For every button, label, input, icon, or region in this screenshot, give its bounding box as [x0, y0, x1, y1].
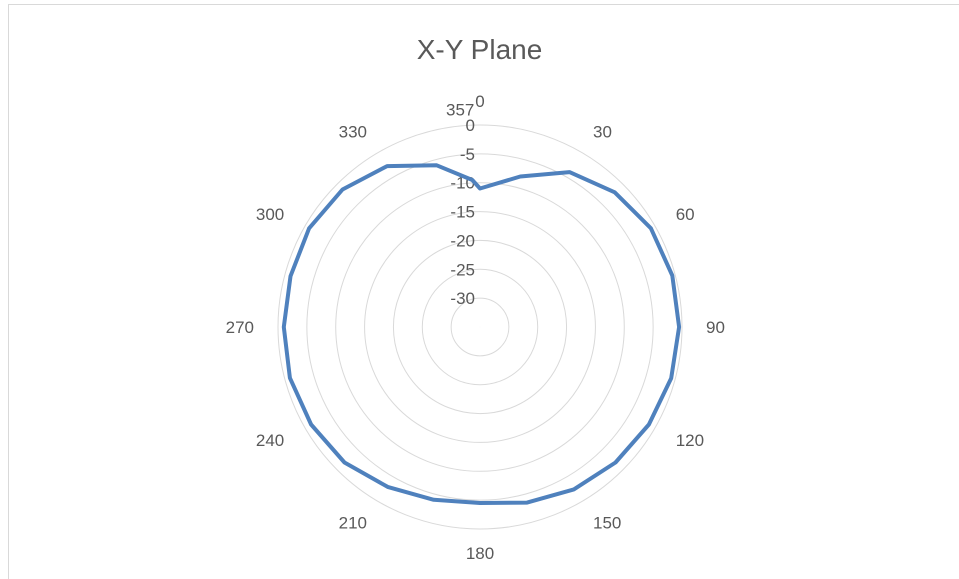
angle-tick-label: 30 — [593, 122, 612, 141]
grid-spoke-10 — [305, 226, 455, 313]
series-line-0 — [281, 163, 682, 505]
grid-spoke-5 — [494, 352, 581, 502]
angle-tick-label: 270 — [226, 318, 254, 337]
grid-rings — [277, 124, 683, 530]
angle-tick-label: 357 — [446, 100, 474, 119]
radial-tick-label: 0 — [466, 116, 475, 135]
angle-tick-label: 90 — [706, 318, 725, 337]
grid-ring-5 — [421, 268, 539, 386]
grid-spoke-2 — [505, 226, 655, 313]
angle-tick-label: 210 — [339, 514, 367, 533]
grid-ring-1 — [306, 153, 654, 501]
data-series — [281, 163, 682, 505]
radial-tick-label: -30 — [450, 289, 475, 308]
grid-ring-6 — [450, 297, 510, 357]
grid-ring-0 — [277, 124, 683, 530]
angle-tick-label: 240 — [256, 431, 284, 450]
grid-ring-4 — [392, 239, 568, 415]
grid-spoke-8 — [305, 341, 455, 428]
radial-tick-label: -25 — [450, 260, 475, 279]
angle-tick-label: 330 — [339, 122, 367, 141]
grid-ring-2 — [335, 182, 625, 472]
grid-spoke-4 — [505, 341, 655, 428]
grid-spoke-7 — [379, 352, 466, 502]
radial-tick-label: -15 — [450, 203, 475, 222]
chart-title: X-Y Plane — [416, 34, 543, 65]
grid-ring-3 — [364, 211, 596, 443]
radial-tick-label: -5 — [460, 145, 475, 164]
angle-tick-label: 180 — [466, 544, 494, 563]
radial-tick-label: -20 — [450, 231, 475, 250]
angle-tick-label: 0 — [475, 92, 484, 111]
angle-tick-label: 120 — [676, 431, 704, 450]
radial-tick-labels: 0-5-10-15-20-25-30 — [450, 116, 475, 308]
angle-tick-label: 300 — [256, 205, 284, 224]
angle-tick-labels: 0 30 60 90 120 150 180 210 240 270 300 330 357 — [226, 92, 725, 563]
angle-tick-label: 150 — [593, 514, 621, 533]
chart-frame — [8, 4, 959, 579]
angle-tick-label: 60 — [676, 205, 695, 224]
